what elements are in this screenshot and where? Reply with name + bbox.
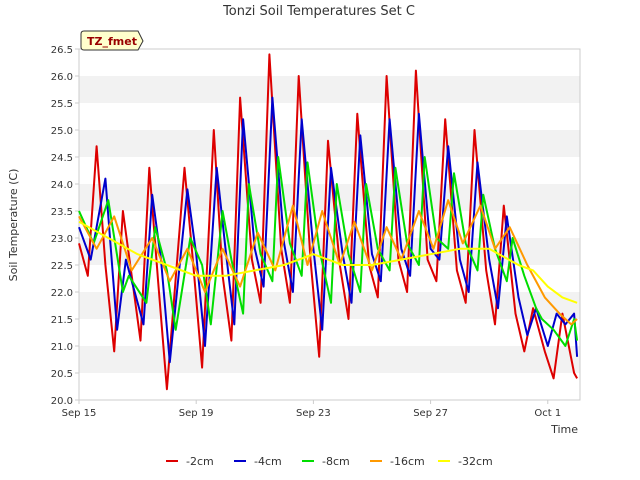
x-axis-label: Time: [550, 423, 578, 436]
badge-shape: [80, 30, 144, 51]
y-tick-label: 26.5: [51, 45, 73, 56]
y-tick-label: 21.5: [51, 315, 73, 326]
y-tick-label: 22.0: [51, 288, 73, 299]
legend-label: -2cm: [186, 455, 214, 468]
plot-border: [78, 48, 581, 401]
station-badge: TZ_fmet: [80, 30, 144, 51]
y-tick-label: 26.0: [51, 72, 73, 83]
y-axis-label: Soil Temperature (C): [7, 169, 20, 282]
chart-title: Tonzi Soil Temperatures Set C: [222, 4, 415, 19]
x-tick-label: Sep 23: [296, 408, 331, 419]
grid-band: [79, 49, 580, 76]
series-line-8cm: [78, 156, 579, 347]
grid-band: [79, 319, 580, 346]
legend-label: -16cm: [390, 455, 425, 468]
y-tick-label: 24.0: [51, 180, 73, 191]
legend-label: -32cm: [458, 455, 493, 468]
y-tick-label: 25.0: [51, 126, 73, 137]
y-tick-label: 21.0: [51, 342, 73, 353]
x-tick-label: Sep 19: [179, 408, 214, 419]
legend-label: -4cm: [254, 455, 282, 468]
y-tick-label: 24.5: [51, 153, 73, 164]
legend: -2cm -4cm -8cm -16cm -32cm: [166, 455, 493, 468]
x-tick-label: Sep 15: [62, 408, 97, 419]
x-axis: Sep 15 Sep 19 Sep 23 Sep 27 Oct 1: [62, 400, 561, 419]
series-line-32cm: [78, 220, 578, 304]
grid-band: [79, 373, 580, 400]
x-tick-label: Oct 1: [534, 408, 561, 419]
y-tick-label: 23.0: [51, 234, 73, 245]
series-line-2cm: [78, 53, 578, 391]
y-tick-label: 23.5: [51, 207, 73, 218]
y-tick-label: 20.0: [51, 396, 73, 407]
series-line-16cm: [78, 199, 578, 326]
x-tick-label: Sep 27: [413, 408, 448, 419]
series-lines: [78, 53, 579, 391]
y-tick-label: 20.5: [51, 369, 73, 380]
badge-label: TZ_fmet: [87, 35, 137, 48]
grid-band: [79, 76, 580, 103]
grid-band: [79, 346, 580, 373]
y-axis: 20.0 20.5 21.0 21.5 22.0 22.5 23.0 23.5 24.0 24.5…: [51, 45, 79, 407]
legend-label: -8cm: [322, 455, 350, 468]
y-tick-label: 25.5: [51, 99, 73, 110]
y-tick-label: 22.5: [51, 261, 73, 272]
grid-band: [79, 103, 580, 130]
